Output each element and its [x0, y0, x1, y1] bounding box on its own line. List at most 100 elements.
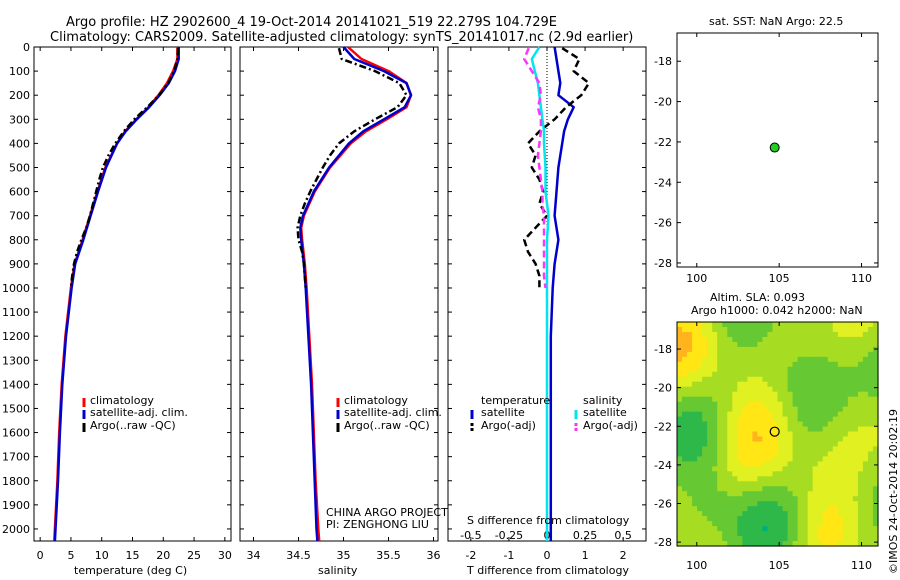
heatmap-cell [707, 506, 713, 512]
heatmap-cell [827, 396, 834, 403]
heatmap-cell [762, 361, 769, 368]
heatmap-cell [687, 331, 693, 338]
heatmap-cell [802, 411, 809, 418]
heatmap-cell [797, 406, 804, 413]
heatmap-cell [697, 431, 703, 438]
heatmap-cell [822, 531, 829, 537]
heatmap-cell [832, 401, 839, 408]
heatmap-cell [737, 481, 743, 487]
heatmap-cell [697, 331, 703, 338]
heatmap-cell [757, 426, 764, 433]
heatmap-cell [752, 406, 759, 413]
heatmap-cell [857, 516, 864, 522]
heatmap-cell [682, 346, 688, 353]
heatmap-cell [832, 486, 839, 492]
heatmap-cell [717, 426, 723, 433]
plot-frame [239, 46, 439, 542]
heatmap-cell [732, 511, 738, 517]
heatmap-cell [787, 511, 794, 517]
heatmap-cell [797, 381, 804, 388]
heatmap-cell [752, 481, 759, 487]
heatmap-cell [697, 446, 703, 453]
heatmap-cell [862, 411, 869, 418]
heatmap-cell [752, 431, 759, 438]
heatmap-cell [867, 486, 874, 492]
heatmap-cell [867, 401, 874, 408]
heatmap-cell [757, 541, 764, 547]
heatmap-cell [842, 491, 849, 497]
heatmap-cell [722, 371, 728, 378]
heatmap-cell [847, 396, 854, 403]
heatmap-cell [687, 381, 693, 388]
heatmap-cell [687, 326, 693, 333]
heatmap-cell [702, 366, 708, 373]
heatmap-cell [812, 371, 819, 378]
x-tick-label: 34 [247, 549, 261, 562]
heatmap-cell [752, 346, 759, 353]
heatmap-cell [732, 341, 738, 348]
y-tick-label: -22 [654, 136, 672, 149]
heatmap-cell [737, 526, 743, 532]
heatmap-cell [762, 381, 769, 388]
heatmap-cell [777, 356, 784, 363]
heatmap-cell [707, 391, 713, 398]
heatmap-cell [832, 416, 839, 423]
heatmap-cell [817, 371, 824, 378]
heatmap-cell [872, 451, 879, 457]
x-tick-label: -1 [503, 549, 514, 562]
heatmap-cell [852, 541, 859, 547]
heatmap-cell [812, 416, 819, 423]
heatmap-cell [792, 386, 799, 393]
heatmap-cell [692, 471, 698, 477]
heatmap-cell [862, 461, 869, 467]
heatmap-cell [762, 436, 769, 443]
heatmap-cell [772, 351, 779, 358]
heatmap-cell [827, 501, 834, 507]
heatmap-cell [817, 361, 824, 368]
heatmap-cell [787, 446, 794, 453]
heatmap-cell [742, 361, 748, 368]
heatmap-cell [702, 536, 708, 542]
heatmap-cell [677, 521, 683, 527]
heatmap-cell [847, 526, 854, 532]
heatmap-cell [812, 521, 819, 527]
heatmap-cell [687, 386, 693, 393]
heatmap-cell [757, 496, 764, 502]
heatmap-cell [772, 526, 779, 532]
heatmap-cell [812, 436, 819, 443]
heatmap-cell [792, 421, 799, 428]
heatmap-cell [837, 436, 844, 443]
heatmap-cell [692, 322, 698, 328]
heatmap-cell [697, 471, 703, 477]
heatmap-cell [837, 322, 844, 328]
heatmap-cell [742, 506, 748, 512]
heatmap-cell [762, 496, 769, 502]
x-tick-label: 35 [337, 549, 351, 562]
heatmap-cell [707, 381, 713, 388]
heatmap-cell [697, 486, 703, 492]
heatmap-cell [837, 406, 844, 413]
heatmap-cell [717, 386, 723, 393]
heatmap-cell [822, 401, 829, 408]
x-tick-label: 35.5 [376, 549, 401, 562]
heatmap-cell [797, 466, 804, 472]
heatmap-cell [732, 351, 738, 358]
heatmap-cell [717, 411, 723, 418]
heatmap-cell [737, 506, 743, 512]
heatmap-cell [842, 436, 849, 443]
heatmap-cell [712, 541, 718, 547]
heatmap-cell [732, 391, 738, 398]
heatmap-cell [752, 341, 759, 348]
heatmap-cell [787, 381, 794, 388]
heatmap-cell [827, 531, 834, 537]
heatmap-cell [817, 326, 824, 333]
heatmap-cell [847, 426, 854, 433]
heatmap-cell [712, 421, 718, 428]
heatmap-cell [697, 476, 703, 482]
heatmap-cell [727, 322, 733, 328]
heatmap-cell [692, 346, 698, 353]
heatmap-cell [727, 436, 733, 443]
heatmap-cell [852, 346, 859, 353]
x-tick-label: 110 [851, 272, 872, 285]
heatmap-cell [742, 496, 748, 502]
